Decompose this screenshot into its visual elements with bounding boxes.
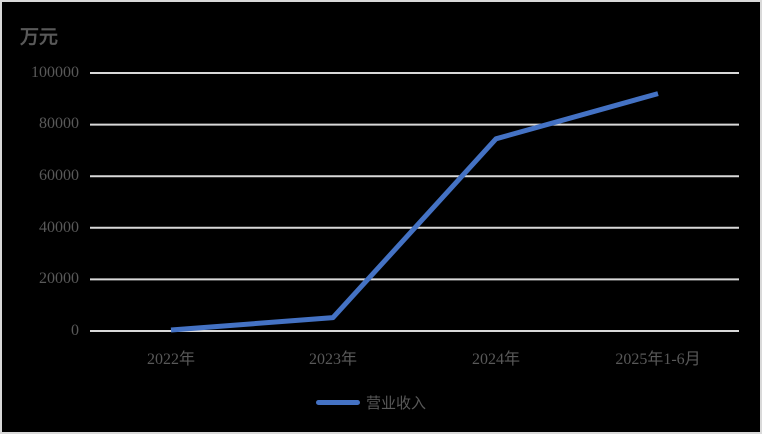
y-tick-60000: 60000 <box>39 167 79 184</box>
legend-label: 营业收入 <box>366 394 427 412</box>
legend-line-icon <box>316 400 360 405</box>
x-tick-2025h1: 2025年1-6月 <box>615 351 701 368</box>
y-tick-0: 0 <box>71 322 79 339</box>
x-tick-2024: 2024年 <box>471 351 520 368</box>
y-axis-unit-label: 万元 <box>20 26 59 48</box>
y-tick-80000: 80000 <box>39 115 79 132</box>
gridlines <box>90 72 739 332</box>
x-tick-2023: 2023年 <box>308 351 357 368</box>
y-tick-40000: 40000 <box>39 219 79 236</box>
legend: 营业收入 <box>316 392 426 413</box>
y-tick-20000: 20000 <box>39 270 79 287</box>
x-tick-2022: 2022年 <box>146 351 195 368</box>
y-tick-100000: 100000 <box>31 64 79 81</box>
series-line-revenue <box>170 91 659 333</box>
